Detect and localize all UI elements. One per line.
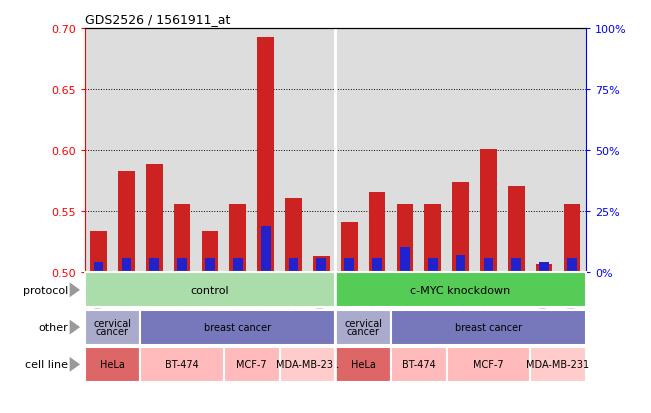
Bar	[372, 258, 382, 273]
Text: c-MYC knockdown: c-MYC knockdown	[411, 285, 510, 295]
Text: breast cancer: breast cancer	[455, 322, 522, 332]
Bar	[456, 256, 465, 273]
Bar	[396, 204, 413, 273]
Bar	[229, 204, 246, 273]
Text: protocol: protocol	[23, 285, 68, 295]
Text: GDS2526 / 1561911_at: GDS2526 / 1561911_at	[85, 13, 230, 26]
Text: cervical
cancer: cervical cancer	[94, 318, 132, 337]
Text: HeLa: HeLa	[351, 359, 376, 370]
Text: cervical
cancer: cervical cancer	[344, 318, 382, 337]
Bar	[313, 257, 329, 273]
Bar	[567, 258, 577, 273]
Bar	[233, 258, 243, 273]
Bar	[205, 258, 215, 273]
Bar	[122, 258, 132, 273]
Bar	[177, 258, 187, 273]
Bar	[452, 183, 469, 273]
Text: BT-474: BT-474	[402, 359, 436, 370]
Text: control: control	[191, 285, 229, 295]
Text: cell line: cell line	[25, 359, 68, 370]
Bar	[341, 223, 357, 273]
Text: MCF-7: MCF-7	[236, 359, 267, 370]
Bar	[202, 231, 218, 273]
Bar	[118, 171, 135, 273]
Bar	[508, 186, 525, 273]
Bar	[94, 263, 104, 273]
Bar	[368, 192, 385, 273]
Bar	[146, 164, 163, 273]
Bar	[512, 258, 521, 273]
Bar	[400, 247, 409, 273]
Bar	[285, 198, 302, 273]
Bar	[261, 226, 271, 273]
Text: HeLa: HeLa	[100, 359, 125, 370]
Bar	[174, 204, 191, 273]
Bar	[428, 258, 437, 273]
Bar	[539, 263, 549, 273]
Bar	[536, 264, 553, 273]
Bar	[90, 231, 107, 273]
Bar	[316, 258, 326, 273]
Text: MDA-MB-231: MDA-MB-231	[527, 359, 590, 370]
Bar	[257, 38, 274, 273]
Bar	[344, 258, 354, 273]
Text: other: other	[38, 322, 68, 332]
Text: BT-474: BT-474	[165, 359, 199, 370]
Bar	[424, 204, 441, 273]
Text: MDA-MB-231: MDA-MB-231	[276, 359, 339, 370]
Bar	[480, 150, 497, 273]
Bar	[484, 258, 493, 273]
Text: MCF-7: MCF-7	[473, 359, 504, 370]
Bar	[149, 258, 159, 273]
Text: breast cancer: breast cancer	[204, 322, 271, 332]
Bar	[564, 204, 580, 273]
Bar	[288, 258, 298, 273]
